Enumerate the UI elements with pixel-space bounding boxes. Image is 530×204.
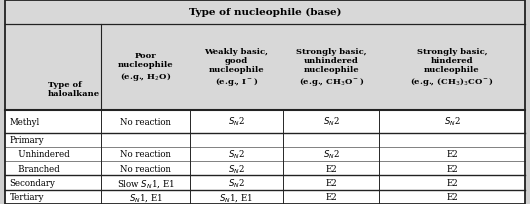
Text: Strongly basic,
hindered
nucleophile
(e.g., (CH$_3$)$_3$CO$^-$): Strongly basic, hindered nucleophile (e.… [410, 47, 494, 87]
Text: $S_N$2: $S_N$2 [228, 162, 245, 175]
Text: E2: E2 [446, 150, 458, 159]
Text: E2: E2 [325, 192, 337, 201]
Text: No reaction: No reaction [120, 150, 171, 159]
Text: Methyl: Methyl [10, 117, 40, 126]
Text: $S_N$2: $S_N$2 [323, 148, 340, 160]
Text: E2: E2 [325, 164, 337, 173]
Text: Tertiary: Tertiary [10, 192, 44, 201]
Text: No reaction: No reaction [120, 117, 171, 126]
Text: $S_N$2: $S_N$2 [228, 176, 245, 189]
Text: Unhindered: Unhindered [10, 150, 69, 159]
Text: Type of nucleophile (base): Type of nucleophile (base) [189, 8, 341, 17]
Text: Poor
nucleophile
(e.g., H$_2$O): Poor nucleophile (e.g., H$_2$O) [118, 52, 173, 83]
Text: Primary: Primary [10, 135, 44, 144]
Text: Slow $S_N$1, E1: Slow $S_N$1, E1 [117, 177, 174, 189]
Bar [5, 110, 525, 204]
Text: No reaction: No reaction [120, 164, 171, 173]
Text: Secondary: Secondary [10, 178, 56, 187]
Text: Strongly basic,
unhindered
nucleophile
(e.g., CH$_3$O$^-$): Strongly basic, unhindered nucleophile (… [296, 47, 367, 87]
Text: E2: E2 [446, 164, 458, 173]
Text: $S_N$1, E1: $S_N$1, E1 [219, 191, 253, 203]
Text: $S_N$1, E1: $S_N$1, E1 [129, 191, 163, 203]
Text: $S_N$2: $S_N$2 [228, 148, 245, 160]
Text: Weakly basic,
good
nucleophile
(e.g., I$^-$): Weakly basic, good nucleophile (e.g., I$… [205, 47, 268, 87]
Text: $S_N$2: $S_N$2 [323, 115, 340, 128]
Text: E2: E2 [446, 192, 458, 201]
Text: Branched: Branched [10, 164, 59, 173]
Text: E2: E2 [325, 178, 337, 187]
Text: $S_N$2: $S_N$2 [444, 115, 461, 128]
Text: E2: E2 [446, 178, 458, 187]
Text: Type of
haloalkane: Type of haloalkane [48, 81, 100, 98]
Text: $S_N$2: $S_N$2 [228, 115, 245, 128]
Bar [5, 1, 525, 110]
